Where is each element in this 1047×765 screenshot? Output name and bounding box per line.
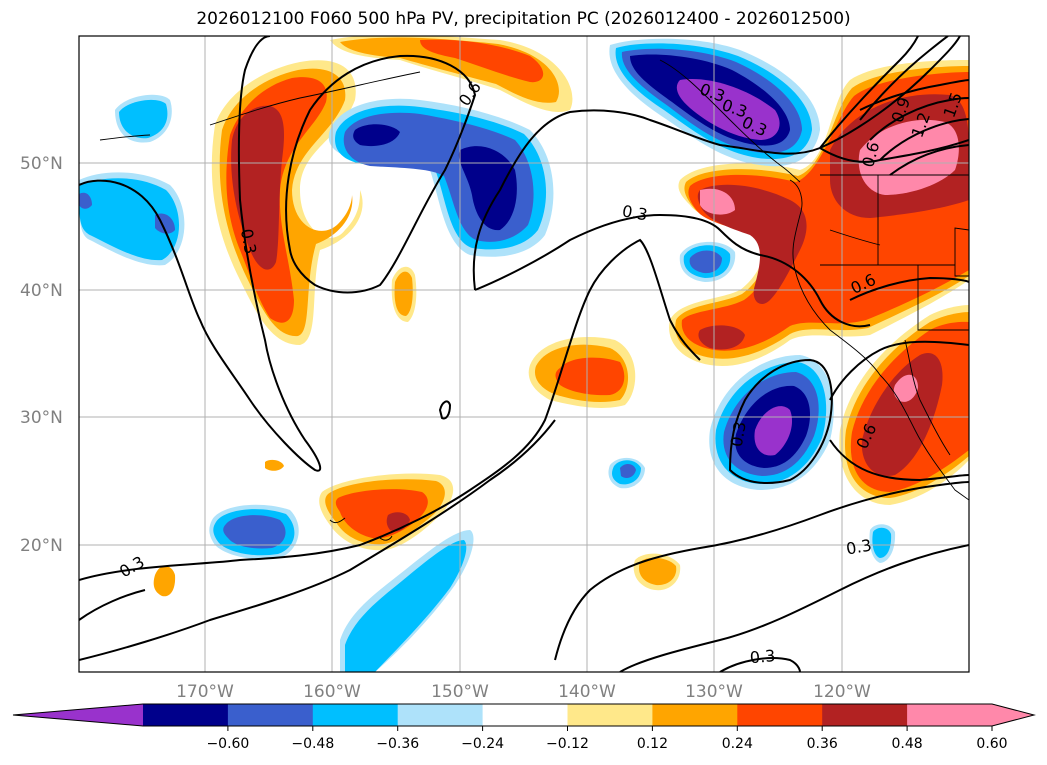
colorbar-extend-min <box>13 704 143 726</box>
contour-label: 0.3 <box>621 201 649 224</box>
contour-label: 0.3 <box>845 535 873 558</box>
lon-label: 160°W <box>303 682 361 702</box>
positive-anomaly-small-1 <box>391 266 417 322</box>
colorbar-segment <box>397 704 484 726</box>
gridlines <box>79 36 969 672</box>
contour-label: 0.3 <box>237 227 260 255</box>
map-frame <box>78 35 970 673</box>
colorbar-outline <box>12 703 1036 727</box>
positive-anomaly-north <box>330 36 573 112</box>
colorbar-extend-max <box>992 704 1034 726</box>
colorbar-tick-label: 0.12 <box>637 736 668 752</box>
lon-label: 170°W <box>176 682 234 702</box>
lat-label: 40°N <box>20 281 63 301</box>
lat-label: 50°N <box>20 154 63 174</box>
colorbar-segment <box>822 704 908 726</box>
negative-anomaly-far-west <box>79 172 185 266</box>
colorbar-segment <box>567 704 653 726</box>
negative-anomaly-southeast <box>709 355 834 490</box>
pv-contours <box>79 36 969 672</box>
colorbar-segment <box>143 704 229 726</box>
coastlines <box>99 59 969 541</box>
lat-label: 20°N <box>20 536 63 556</box>
lon-label: 130°W <box>685 682 743 702</box>
negative-anomaly-southwest <box>209 504 299 560</box>
colorbar-tick-label: −0.48 <box>291 736 334 752</box>
longitude-labels: 170°W 160°W 150°W 140°W 130°W 120°W <box>176 682 871 702</box>
lon-label: 150°W <box>431 682 489 702</box>
colorbar-tick-label: −0.36 <box>376 736 419 752</box>
colorbar-segment <box>227 704 314 726</box>
latitude-labels: 50°N 40°N 30°N 20°N <box>20 154 63 556</box>
colorbar-tick-label: −0.60 <box>206 736 249 752</box>
colorbar-segment <box>907 704 993 726</box>
contour-label: 0.3 <box>727 420 750 448</box>
colorbar-segment <box>312 704 399 726</box>
positive-anomaly-south <box>319 473 454 551</box>
colorbar-tick-label: 0.60 <box>976 736 1007 752</box>
colorbar-tick-label: 0.24 <box>722 736 753 752</box>
colorbar-tick-label: −0.12 <box>546 736 589 752</box>
colorbar-tick-label: 0.48 <box>892 736 923 752</box>
lon-label: 140°W <box>558 682 616 702</box>
colorbar-tick-label: −0.24 <box>461 736 504 752</box>
colorbar-tick-label: 0.36 <box>807 736 838 752</box>
positive-anomaly-southeast <box>839 305 969 505</box>
negative-anomaly-south-stripe <box>340 530 474 672</box>
positive-anomaly-small-2 <box>153 565 176 597</box>
positive-anomaly-northeast <box>669 60 969 366</box>
colorbar: −0.60 −0.48 −0.36 −0.24 −0.12 0.12 0.24 0.36 0.4… <box>12 703 1036 752</box>
map-title: 2026012100 F060 500 hPa PV, precipitatio… <box>196 9 851 29</box>
contour-label: 0.3 <box>749 646 776 667</box>
colorbar-segment <box>737 704 823 726</box>
positive-anomaly-central <box>528 337 636 408</box>
colorbar-segment <box>652 704 738 726</box>
lat-label: 30°N <box>20 408 63 428</box>
lon-label: 120°W <box>813 682 871 702</box>
colorbar-segment <box>482 704 568 726</box>
